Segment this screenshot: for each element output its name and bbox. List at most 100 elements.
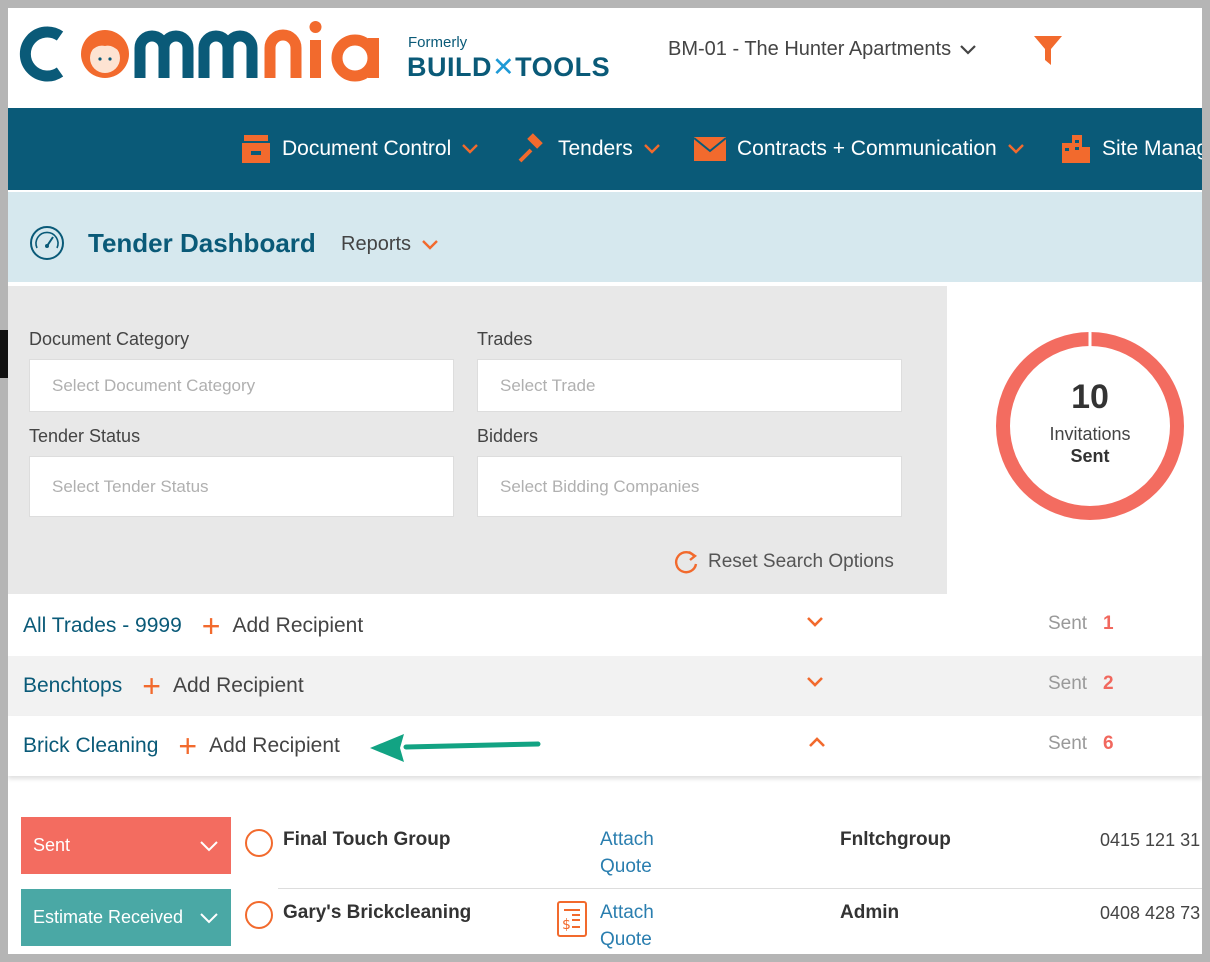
quote-label: Quote [600,929,652,950]
invitations-count: 10 [1071,378,1109,416]
plus-icon: + [201,608,221,644]
sent-count: 1 [1103,613,1114,634]
envelope-icon [693,137,727,161]
document-category-label: Document Category [29,329,190,349]
formerly-label: Formerly [408,34,468,51]
reset-label: Reset Search Options [708,551,894,572]
svg-text:$: $ [562,917,571,933]
sent-label: Sent [1048,613,1088,634]
quote-document-icon[interactable]: $ [556,900,588,938]
tender-status-label: Tender Status [29,426,141,446]
bidder-phone: 0408 428 73 [1100,903,1201,923]
sent-count: 2 [1103,673,1114,694]
attach-quote-link[interactable]: Attach Quote [600,826,654,880]
cross-tools-icon: ✕ [492,52,516,82]
attach-label: Attach [600,902,654,923]
quote-label: Quote [600,856,652,877]
annotation-arrow-icon [370,734,541,762]
chevron-down-icon [200,912,218,923]
bidder-phone: 0415 121 31 [1100,830,1201,850]
bidder-company: Final Touch Group [283,829,451,850]
plus-icon: + [178,728,198,764]
trade-row: All Trades - 9999 + Add Recipient Sent 1 [8,596,1202,656]
bidder-select-radio[interactable] [245,829,273,857]
nav-contracts-communication[interactable]: Contracts + Communication [693,108,1025,190]
trade-name[interactable]: Benchtops [23,674,123,697]
bidders-label: Bidders [477,426,539,446]
sent-label: Sent [1048,673,1088,694]
attach-quote-link[interactable]: Attach Quote [600,899,654,953]
filing-cabinet-icon [242,135,270,163]
reports-label: Reports [341,233,412,255]
add-recipient-label: Add Recipient [232,614,364,637]
search-filters: Document Category Select Document Catego… [8,286,947,594]
tender-status-select[interactable]: Select Tender Status [29,456,454,517]
bidder-company: Gary's Brickcleaning [283,902,472,923]
chevron-down-icon[interactable] [806,616,824,628]
chevron-up-icon[interactable] [808,736,826,748]
bidders-select[interactable]: Select Bidding Companies [477,456,902,517]
main-nav: Document Control Tenders Contracts + Com… [8,108,1202,190]
nav-label: Document Control [282,137,452,160]
refresh-icon [675,551,698,574]
chevron-down-icon [960,44,976,55]
add-recipient-button[interactable]: + Add Recipient [142,670,303,702]
page-header: Tender Dashboard Reports [8,192,1202,282]
app-window: Formerly BUILD✕TOOLS BM-01 - The Hunter … [8,8,1202,954]
status-dropdown[interactable]: Estimate Received [21,889,231,946]
mouse-cursor [0,330,8,378]
chevron-down-icon [1007,144,1024,154]
attach-label: Attach [600,829,654,850]
add-recipient-button[interactable]: + Add Recipient [202,610,363,642]
buildings-icon [1062,135,1090,163]
trades-label: Trades [477,329,533,349]
add-recipient-label: Add Recipient [172,674,304,697]
buildtools-logo: BUILD✕TOOLS [407,52,610,83]
trade-row: Benchtops + Add Recipient Sent 2 [8,656,1202,716]
top-bar: Formerly BUILD✕TOOLS BM-01 - The Hunter … [8,8,1202,108]
bidder-contact: Fnltchgroup [840,829,951,850]
chevron-down-icon[interactable] [806,676,824,688]
nav-document-control[interactable]: Document Control [240,108,479,190]
reports-dropdown[interactable]: Reports [341,233,439,256]
chevron-down-icon [643,144,660,154]
sent-count: 6 [1103,733,1114,754]
nav-label: Site Manag [1102,137,1202,160]
commnia-logo[interactable] [12,14,392,92]
trade-name[interactable]: All Trades - 9999 [23,614,182,637]
nav-label: Contracts + Communication [737,137,997,160]
invitations-label: Invitations [1049,424,1131,444]
row-divider [278,888,1202,889]
add-recipient-button[interactable]: + Add Recipient [178,730,339,762]
bidder-select-radio[interactable] [245,901,273,929]
page-title: Tender Dashboard [88,228,316,258]
sent-label: Sent [1048,733,1088,754]
bidder-contact: Admin [840,902,900,923]
build-text: BUILD [407,52,492,82]
speedometer-icon [30,226,64,260]
chevron-down-icon [200,840,218,851]
plus-icon: + [142,668,161,704]
reset-search-button[interactable]: Reset Search Options [672,548,894,576]
nav-label: Tenders [558,137,633,160]
status-label: Estimate Received [33,907,184,927]
gavel-icon [518,133,543,163]
filter-icon[interactable] [1032,32,1064,68]
trade-name[interactable]: Brick Cleaning [23,734,159,757]
nav-site-management[interactable]: Site Manag [1060,108,1202,190]
status-dropdown[interactable]: Sent [21,817,231,874]
document-category-select[interactable]: Select Document Category [29,359,454,412]
project-name: BM-01 - The Hunter Apartments [668,38,952,60]
nav-tenders[interactable]: Tenders [516,108,661,190]
invitations-donut-chart [996,332,1184,520]
chevron-down-icon [422,239,438,250]
trade-row: Brick Cleaning + Add Recipient Sent 6 [8,716,1202,776]
project-selector[interactable]: BM-01 - The Hunter Apartments [668,38,977,61]
status-label: Sent [33,835,71,855]
add-recipient-label: Add Recipient [209,734,340,757]
invitations-summary: 10 Invitations Sent [947,286,1202,594]
tools-text: TOOLS [515,52,611,82]
trades-select[interactable]: Select Trade [477,359,902,412]
invitations-sublabel: Sent [1070,446,1110,466]
chevron-down-icon [462,144,479,154]
